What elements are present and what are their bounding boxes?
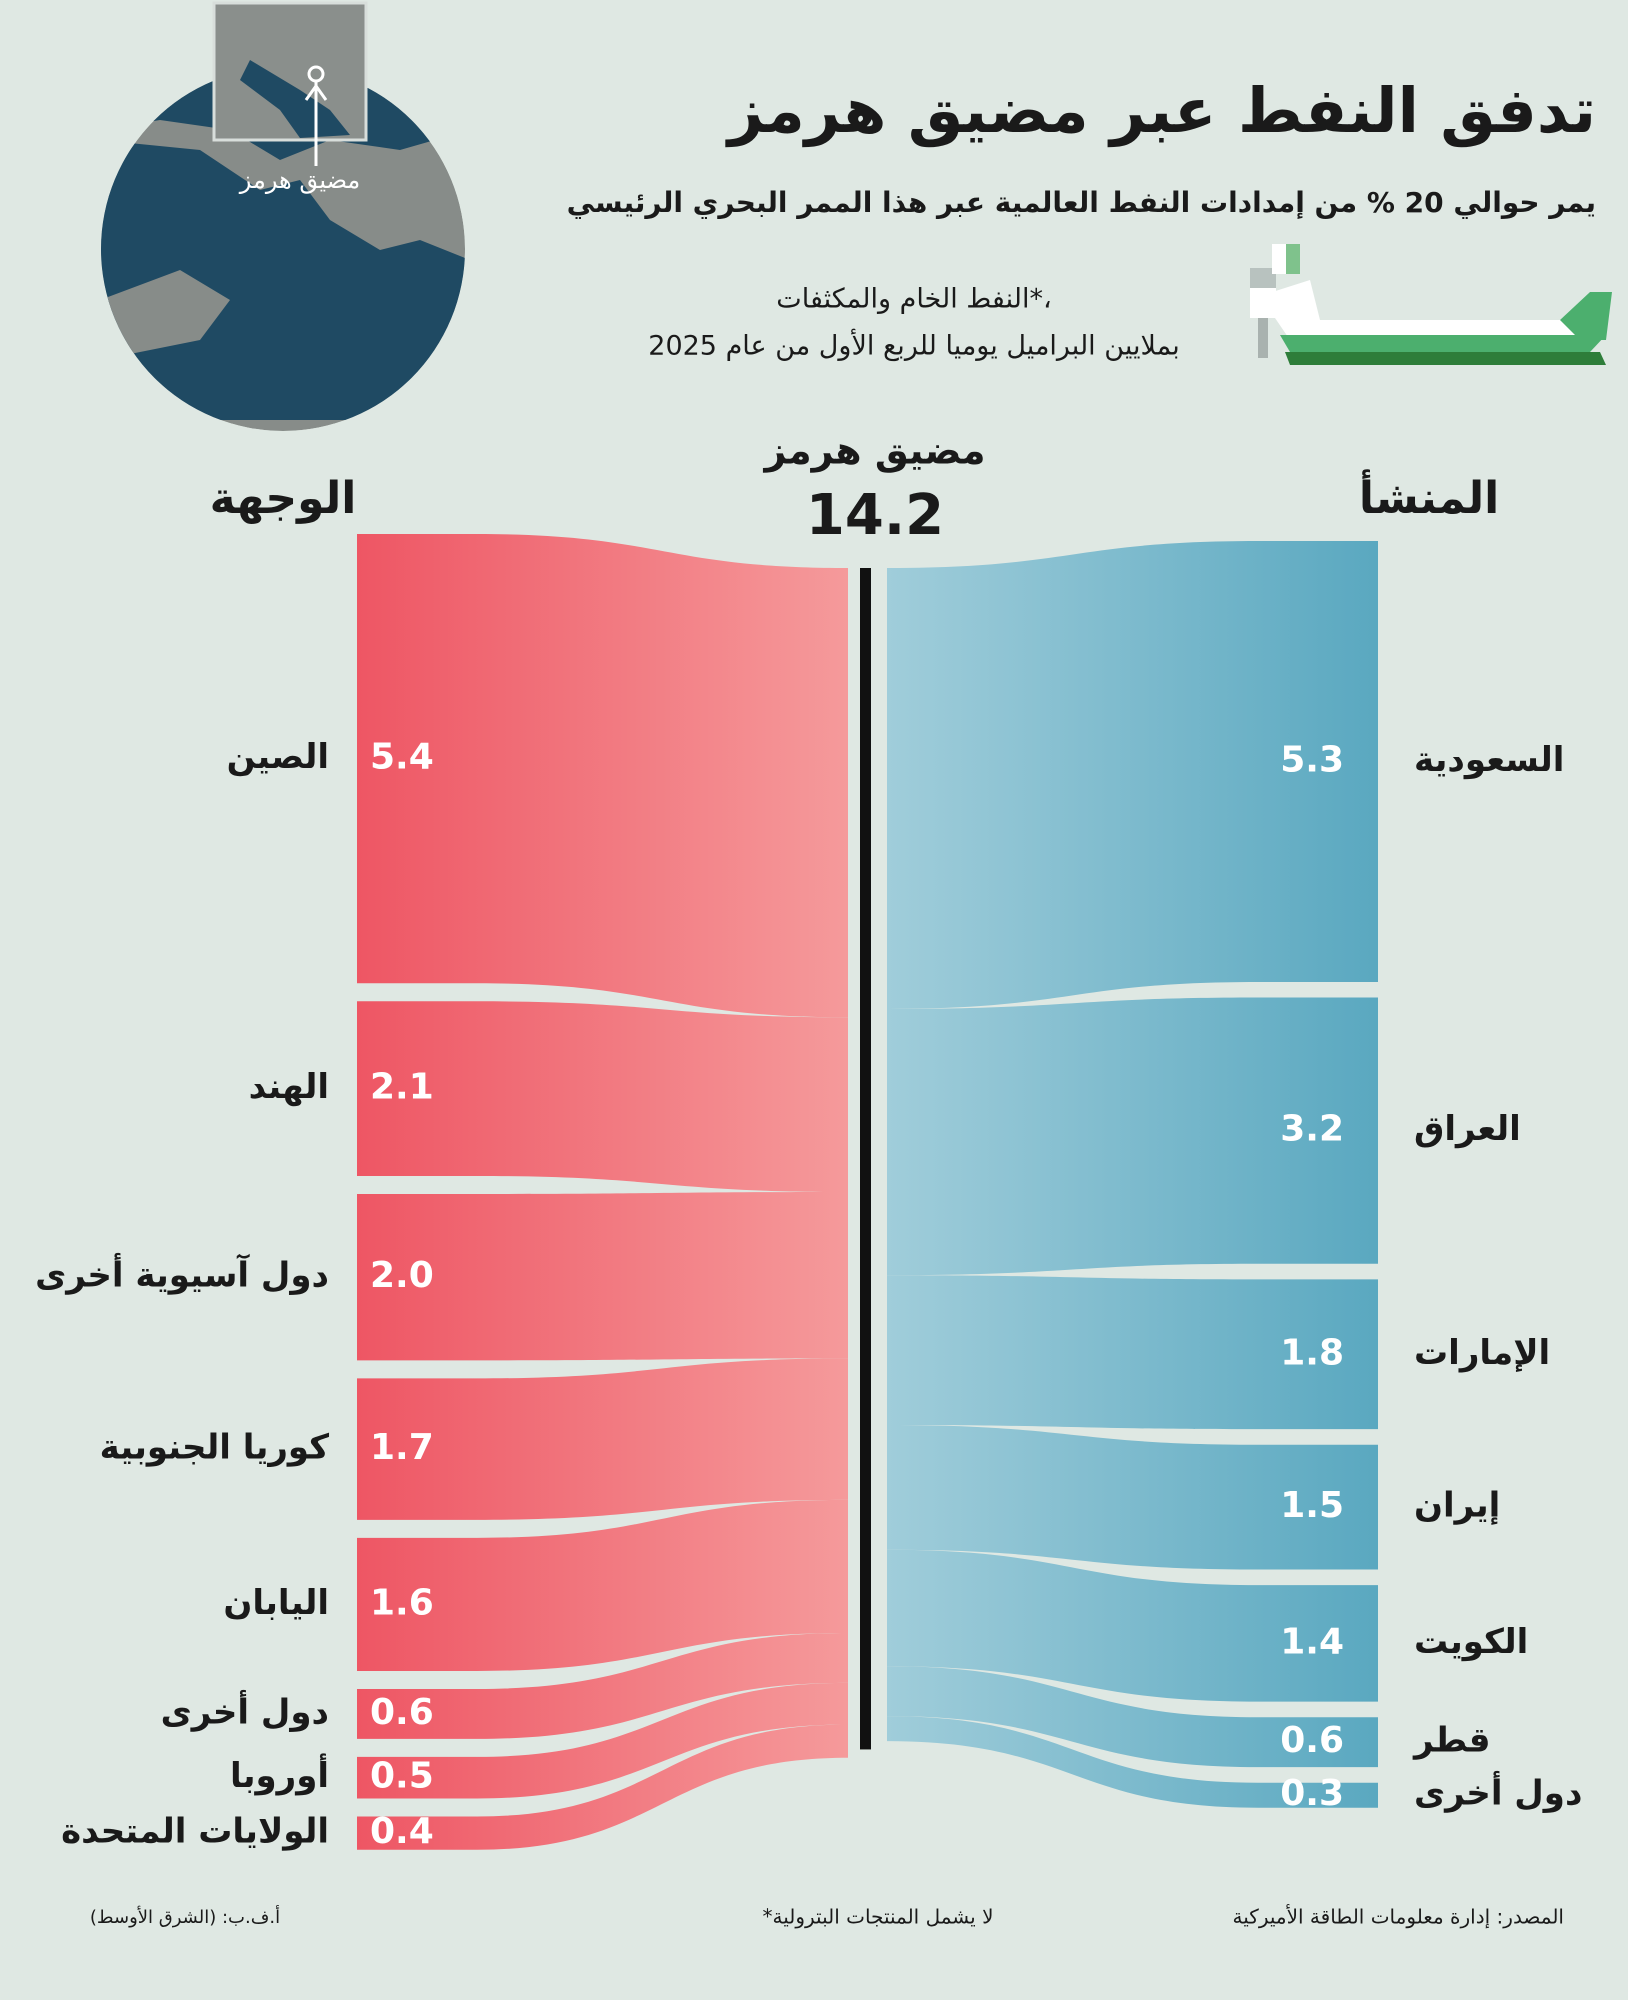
- destination-name: دول أخرى: [161, 1689, 329, 1732]
- destination-flow: [357, 1192, 848, 1361]
- source-name: الإمارات: [1414, 1333, 1550, 1373]
- destination-value: 2.1: [370, 1067, 434, 1108]
- credit: أ.ف.ب: (الشرق الأوسط): [90, 1905, 280, 1928]
- destination-flow: [357, 1358, 848, 1520]
- destination-title: الوجهة: [210, 473, 357, 524]
- center-bar: [860, 568, 871, 1750]
- source-flow: [887, 1666, 1378, 1768]
- map-marker: [307, 65, 325, 83]
- source-value: 0.6: [1280, 1720, 1344, 1761]
- source-name: دول أخرى: [1414, 1771, 1582, 1814]
- destination-name: أوروبا: [230, 1753, 329, 1796]
- unit-note: بملايين البراميل يوميا للربع الأول من عا…: [648, 328, 1179, 362]
- source-value: 1.8: [1280, 1332, 1344, 1373]
- source-value: 1.5: [1280, 1485, 1344, 1526]
- destination-flow: [357, 1682, 848, 1799]
- flows: 5.4 الصين 2.1 الهند 2.0 دول آسيوية أخرى 1.7 كور…: [35, 534, 1582, 1852]
- destination-name: الهند: [249, 1067, 329, 1107]
- source-name: الكويت: [1414, 1622, 1528, 1662]
- source-name: السعودية: [1414, 740, 1564, 780]
- ship-icon: [1250, 244, 1612, 365]
- origin-title: المنشأ: [1359, 469, 1499, 524]
- source-value: 1.4: [1280, 1621, 1344, 1662]
- destination-value: 5.4: [370, 737, 434, 778]
- source-flow: [887, 1275, 1378, 1430]
- destination-flow: [357, 1001, 848, 1192]
- center-total: 14.2: [806, 483, 944, 548]
- source-value: 5.3: [1280, 739, 1344, 780]
- destination-flow: [357, 534, 848, 1018]
- destination-value: 0.5: [370, 1756, 434, 1797]
- destination-name: كوريا الجنوبية: [100, 1428, 330, 1468]
- source-flow: [887, 1716, 1378, 1808]
- destination-name: الصين: [227, 737, 329, 777]
- map-label: مضيق هرمز: [239, 166, 361, 194]
- source-flow: [887, 541, 1378, 1009]
- destination-flow: [357, 1724, 848, 1850]
- source-value: 0.3: [1280, 1773, 1344, 1814]
- source-flow: [887, 1549, 1378, 1702]
- chart-title: تدفق النفط عبر مضيق هرمز: [725, 74, 1596, 147]
- destination-name: دول آسيوية أخرى: [35, 1253, 329, 1296]
- destination-value: 2.0: [370, 1255, 434, 1296]
- source-note: المصدر: إدارة معلومات الطاقة الأميركية: [1233, 1905, 1564, 1930]
- source-value: 3.2: [1280, 1109, 1344, 1150]
- map-arrow-head: [304, 83, 328, 101]
- center-label: مضيق هرمز: [762, 429, 985, 473]
- destination-value: 1.7: [370, 1427, 434, 1468]
- destination-flow: [357, 1632, 848, 1739]
- destination-name: الولايات المتحدة: [61, 1812, 329, 1852]
- destination-value: 0.6: [370, 1692, 434, 1733]
- source-flow: [887, 1424, 1378, 1570]
- destination-flow: [357, 1499, 848, 1671]
- footnote: *لا يشمل المنتجات البترولية: [763, 1905, 994, 1929]
- destination-name: اليابان: [223, 1583, 329, 1623]
- source-name: العراق: [1414, 1109, 1521, 1149]
- source-name: قطر: [1412, 1721, 1491, 1761]
- map-inset-water: [240, 60, 350, 138]
- destination-value: 1.6: [370, 1582, 434, 1623]
- chart-subtitle: يمر حوالي 20 % من إمدادات النفط العالمية…: [567, 186, 1596, 220]
- unit-note: النفط الخام والمكثفات*،: [776, 284, 1051, 315]
- source-flow: [887, 997, 1378, 1276]
- destination-value: 0.4: [370, 1811, 434, 1852]
- source-name: إيران: [1414, 1486, 1500, 1526]
